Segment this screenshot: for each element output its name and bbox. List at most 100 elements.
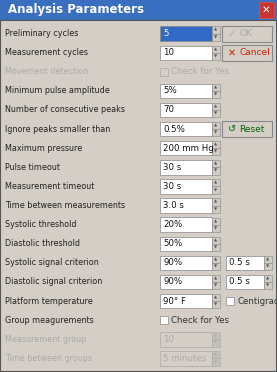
Text: ▲: ▲ xyxy=(214,28,217,32)
Bar xyxy=(212,301,220,308)
Bar xyxy=(212,141,220,148)
Text: 30 s: 30 s xyxy=(163,163,181,172)
Text: Systolic threshold: Systolic threshold xyxy=(5,220,76,229)
Bar xyxy=(212,84,220,91)
Text: ▲: ▲ xyxy=(214,142,217,147)
Text: Check for Yes: Check for Yes xyxy=(171,316,229,325)
Bar xyxy=(160,45,212,60)
Bar xyxy=(264,263,272,270)
Text: ▲: ▲ xyxy=(214,124,217,128)
Bar xyxy=(212,332,220,339)
Text: ▲: ▲ xyxy=(214,238,217,242)
Bar xyxy=(212,351,220,359)
Text: ▲: ▲ xyxy=(214,200,217,204)
Bar xyxy=(212,122,220,129)
Text: ▲: ▲ xyxy=(266,276,270,280)
Text: ▼: ▼ xyxy=(214,283,217,288)
Bar xyxy=(212,45,220,53)
Bar xyxy=(160,103,212,117)
Bar xyxy=(160,237,212,251)
Text: Diastolic signal criterion: Diastolic signal criterion xyxy=(5,278,102,286)
Text: Reset: Reset xyxy=(239,125,264,134)
Text: 90° F: 90° F xyxy=(163,296,186,306)
Text: Diastolic threshold: Diastolic threshold xyxy=(5,239,80,248)
Text: Systolic signal criterion: Systolic signal criterion xyxy=(5,259,99,267)
Text: ▼: ▼ xyxy=(214,35,217,39)
Text: Preliminary cycles: Preliminary cycles xyxy=(5,29,78,38)
Text: ▲: ▲ xyxy=(214,353,217,357)
Text: ✓: ✓ xyxy=(228,29,236,39)
Text: ▼: ▼ xyxy=(214,303,217,307)
Text: 10: 10 xyxy=(163,48,174,57)
Text: ▼: ▼ xyxy=(214,360,217,364)
Text: ▲: ▲ xyxy=(214,276,217,280)
Bar xyxy=(222,26,272,42)
Bar xyxy=(222,45,272,61)
Text: ▼: ▼ xyxy=(214,226,217,230)
Bar xyxy=(0,0,277,20)
Text: Measurement group: Measurement group xyxy=(5,335,86,344)
Text: OK: OK xyxy=(239,29,252,38)
Bar xyxy=(212,160,220,167)
Text: Time between measurements: Time between measurements xyxy=(5,201,125,210)
Text: Analysis Parameters: Analysis Parameters xyxy=(8,3,144,16)
Text: ▲: ▲ xyxy=(214,219,217,223)
Bar xyxy=(212,148,220,155)
Bar xyxy=(212,206,220,213)
Text: Time between groups: Time between groups xyxy=(5,354,92,363)
Bar xyxy=(212,263,220,270)
Bar xyxy=(259,2,274,18)
Bar xyxy=(212,26,220,33)
Bar xyxy=(212,179,220,186)
Bar xyxy=(212,129,220,136)
Text: 70: 70 xyxy=(163,106,174,115)
Bar xyxy=(212,275,220,282)
Text: ▲: ▲ xyxy=(214,334,217,338)
Text: ▲: ▲ xyxy=(266,257,270,261)
Bar xyxy=(212,282,220,289)
Text: ▼: ▼ xyxy=(214,93,217,96)
Text: 50%: 50% xyxy=(163,239,182,248)
Text: ▲: ▲ xyxy=(214,257,217,261)
Text: 0.5 s: 0.5 s xyxy=(229,278,250,286)
Text: Centigrade: Centigrade xyxy=(237,296,277,306)
Text: 200 mm Hg: 200 mm Hg xyxy=(163,144,214,153)
Bar xyxy=(160,294,212,308)
Bar xyxy=(160,332,212,346)
Text: 5: 5 xyxy=(163,29,168,38)
Text: ▼: ▼ xyxy=(214,112,217,116)
Text: Measurement cycles: Measurement cycles xyxy=(5,48,88,57)
Text: Pulse timeout: Pulse timeout xyxy=(5,163,60,172)
Bar xyxy=(226,275,264,289)
Bar xyxy=(212,359,220,366)
Bar xyxy=(160,256,212,270)
Bar xyxy=(212,167,220,174)
Text: ▲: ▲ xyxy=(214,181,217,185)
Text: 5%: 5% xyxy=(163,86,177,95)
Bar xyxy=(222,121,272,137)
Bar xyxy=(160,316,168,324)
Text: ▼: ▼ xyxy=(214,131,217,135)
Text: ▲: ▲ xyxy=(214,295,217,299)
Bar xyxy=(160,160,212,174)
Text: Movement detection: Movement detection xyxy=(5,67,88,76)
Text: 10: 10 xyxy=(163,335,174,344)
Text: 0.5%: 0.5% xyxy=(163,125,185,134)
Text: Ignore peaks smaller than: Ignore peaks smaller than xyxy=(5,125,110,134)
Text: ↺: ↺ xyxy=(228,124,236,134)
Bar xyxy=(212,294,220,301)
Bar xyxy=(160,351,212,366)
Text: 20%: 20% xyxy=(163,220,182,229)
Bar xyxy=(160,179,212,193)
Bar xyxy=(160,198,212,213)
Text: ▼: ▼ xyxy=(214,150,217,154)
Text: ▲: ▲ xyxy=(214,85,217,89)
Bar xyxy=(212,256,220,263)
Bar xyxy=(212,110,220,117)
Bar xyxy=(212,218,220,225)
Bar xyxy=(160,26,212,41)
Bar xyxy=(212,53,220,60)
Bar xyxy=(212,225,220,232)
Text: 30 s: 30 s xyxy=(163,182,181,191)
Bar xyxy=(160,68,168,76)
